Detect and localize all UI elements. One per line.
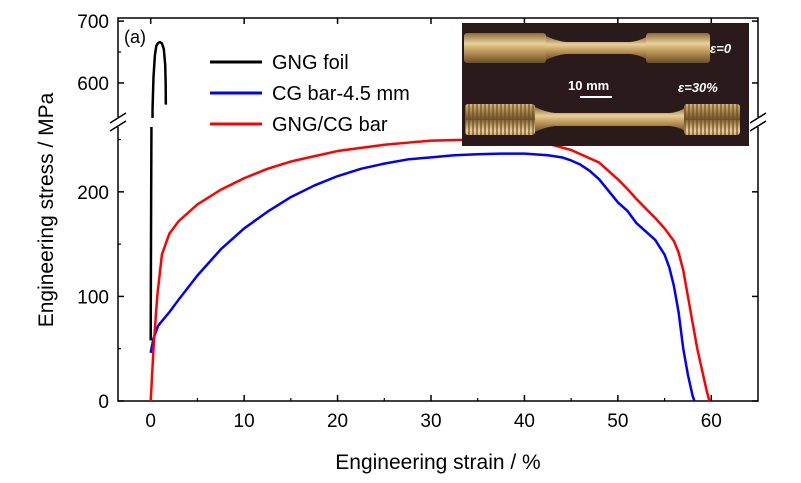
legend-label-cg-bar: CG bar-4.5 mm: [272, 83, 410, 105]
x-tick-label: 0: [145, 411, 156, 432]
inset-specimen-photo: ε=0 ε=30% 10 mm: [462, 23, 749, 146]
y-tick-label: 0: [98, 392, 109, 413]
panel-label: (a): [124, 27, 146, 47]
inset-label-strain-30: ε=30%: [678, 80, 718, 95]
y-axis-label: Engineering stress / MPa: [35, 92, 58, 327]
inset-scale-label: 10 mm: [568, 78, 609, 93]
inset-label-strain-zero: ε=0: [710, 41, 732, 56]
series-line-gng-cg-bar: [149, 138, 711, 402]
axis-break-right: [749, 112, 767, 132]
y-tick-label: 100: [77, 287, 109, 308]
x-tick-label: 10: [234, 411, 255, 432]
legend-label-gng-cg-bar: GNG/CG bar: [272, 114, 388, 136]
specimen-undeformed: [464, 33, 710, 63]
x-tick-label: 50: [607, 411, 628, 432]
y-axis-ticks: 0 100 200 600 700: [77, 12, 758, 413]
x-tick-label: 60: [701, 411, 722, 432]
x-axis-ticks: 0 10 20 30 40 50 60: [145, 18, 722, 432]
series-line-upper-gng-foil: [151, 40, 168, 118]
legend: GNG foil CG bar-4.5 mm GNG/CG bar: [210, 52, 410, 136]
axis-break-left: [109, 112, 127, 132]
x-axis-label: Engineering strain / %: [335, 451, 540, 474]
legend-label-gng-foil: GNG foil: [272, 52, 349, 74]
specimen-deformed: [465, 104, 740, 135]
series-line-cg-bar-4-5-mm: [149, 152, 696, 402]
y-tick-label: 600: [77, 74, 109, 95]
x-tick-label: 40: [514, 411, 535, 432]
series-line-gng-foil: [149, 127, 153, 341]
series-upper-segment: [151, 40, 168, 118]
y-tick-label: 700: [77, 12, 109, 33]
plot-frame: [117, 17, 759, 402]
x-tick-label: 20: [327, 411, 348, 432]
x-tick-label: 30: [420, 411, 441, 432]
y-tick-label: 200: [77, 183, 109, 204]
